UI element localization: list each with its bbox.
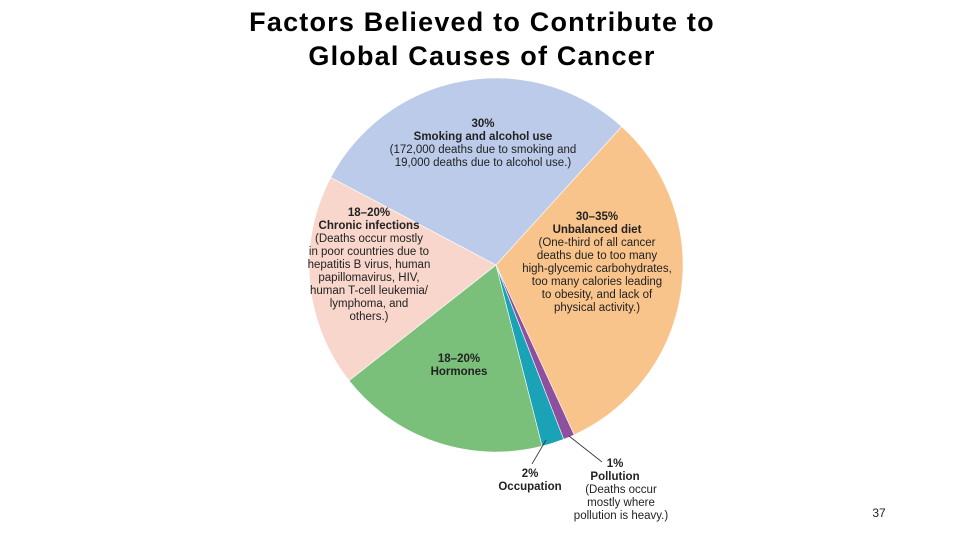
description-line: 19,000 deaths due to alcohol use.) xyxy=(395,157,572,169)
description-line: (One-third of all cancer xyxy=(539,237,656,249)
description-line: (Deaths occur xyxy=(585,484,657,496)
category-label: Unbalanced diet xyxy=(553,224,642,236)
description-line: to obesity, and lack of xyxy=(542,289,653,301)
description-line: high-glycemic carbohydrates, xyxy=(522,263,672,275)
leader-line xyxy=(568,435,603,463)
description-line: pollution is heavy.) xyxy=(574,510,669,522)
category-label: Occupation xyxy=(498,481,561,493)
value-label: 2% xyxy=(522,468,539,480)
description-line: others.) xyxy=(350,311,389,323)
pie-slice xyxy=(308,177,497,382)
page-number: 37 xyxy=(872,506,886,520)
description-line: physical activity.) xyxy=(554,302,640,314)
category-label: Chronic infections xyxy=(319,220,420,232)
category-label: Smoking and alcohol use xyxy=(414,131,553,143)
pie xyxy=(308,77,684,453)
title-line: Global Causes of Cancer xyxy=(308,41,655,71)
description-line: too many calories leading xyxy=(532,276,662,288)
value-label: 18–20% xyxy=(438,353,480,365)
description-line: papillomavirus, HIV, xyxy=(318,272,419,284)
category-label: Pollution xyxy=(590,471,639,483)
pie-slice xyxy=(330,77,623,266)
value-label: 30–35% xyxy=(576,211,618,223)
description-line: hepatitis B virus, human xyxy=(308,259,431,271)
value-label: 1% xyxy=(607,458,624,470)
value-label: 18–20% xyxy=(348,207,390,219)
description-line: in poor countries due to xyxy=(309,246,429,258)
description-line: mostly where xyxy=(587,497,655,509)
value-label: 30% xyxy=(471,118,494,130)
title-line: Factors Believed to Contribute to xyxy=(249,7,715,37)
description-line: human T-cell leukemia/ xyxy=(310,285,429,297)
leader-line xyxy=(531,439,547,465)
description-line: (172,000 deaths due to smoking and xyxy=(390,144,577,156)
pie-slice xyxy=(495,126,684,436)
description-line: (Deaths occur mostly xyxy=(315,233,423,245)
category-label: Hormones xyxy=(431,366,488,378)
labels: 30%Smoking and alcohol use(172,000 death… xyxy=(308,118,672,522)
description-line: lymphoma, and xyxy=(330,298,409,310)
pie-slice xyxy=(348,264,543,453)
description-line: deaths due to too many xyxy=(537,250,657,262)
